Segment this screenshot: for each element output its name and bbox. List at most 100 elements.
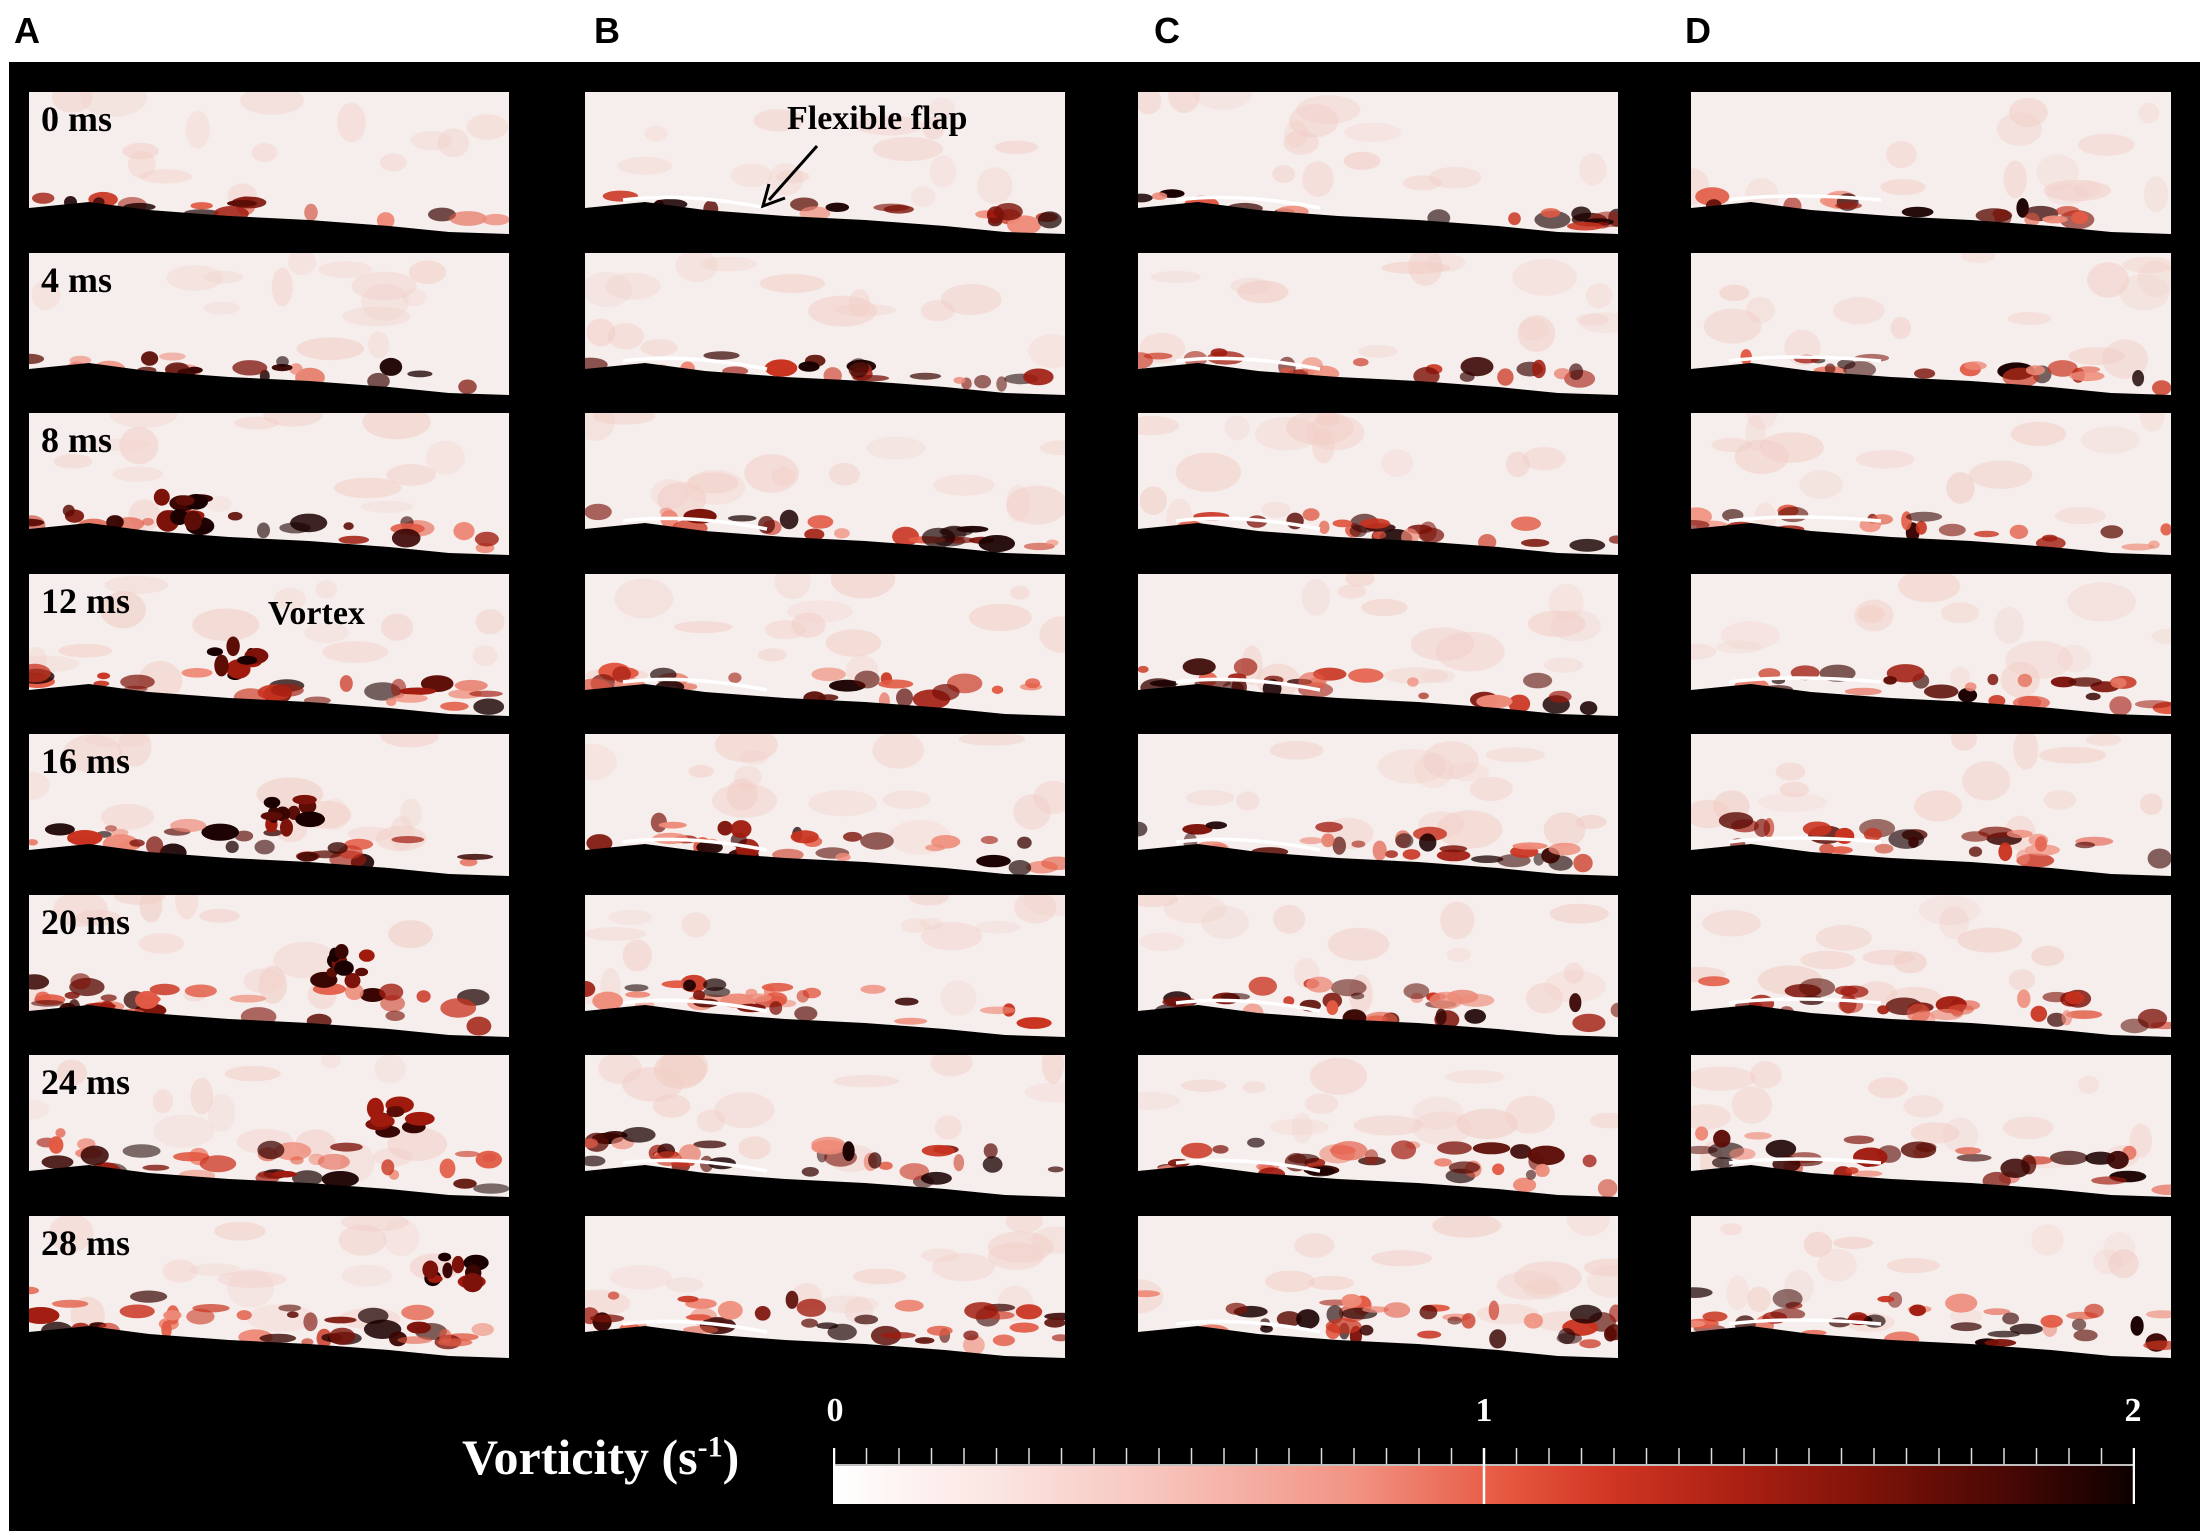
- vorticity-field: [585, 1055, 1065, 1203]
- vorticity-frame: [1691, 734, 2171, 882]
- colorbar-tick-2: 2: [2124, 1392, 2142, 1429]
- vorticity-frame: [585, 413, 1065, 561]
- time-label: 28 ms: [41, 1222, 130, 1263]
- vorticity-frame: [1138, 894, 1618, 1043]
- column-label-d: D: [1685, 10, 1711, 51]
- time-label: 16 ms: [41, 741, 130, 781]
- flexible-flap: [622, 356, 768, 371]
- flexible-flap: [1175, 837, 1321, 852]
- colorbar-title: Vorticity (s-1): [462, 1429, 740, 1485]
- vorticity-field: [1138, 1215, 1618, 1364]
- vorticity-frame: [1138, 413, 1618, 561]
- vorticity-frame: [585, 573, 1065, 722]
- flexible-flap: [1728, 996, 1882, 1005]
- vorticity-field: [1138, 1055, 1618, 1203]
- time-label: 24 ms: [41, 1062, 130, 1102]
- vorticity-frame: [1138, 1215, 1618, 1364]
- vorticity-field: [1691, 1055, 2171, 1203]
- vorticity-frame: [1691, 573, 2171, 722]
- flexible-flap: [1728, 354, 1882, 363]
- vorticity-field: [585, 734, 1065, 882]
- vorticity-frame: 28 ms: [29, 1215, 509, 1364]
- vorticity-frame: [1138, 92, 1618, 240]
- vorticity-field: [1138, 734, 1618, 882]
- vorticity-frame: [585, 252, 1065, 401]
- vorticity-field: [1138, 413, 1618, 561]
- vorticity-field: [29, 734, 509, 882]
- vorticity-frame: [585, 1215, 1065, 1364]
- vorticity-frame: [1691, 1055, 2171, 1203]
- vorticity-field: [585, 92, 1065, 240]
- vorticity-field: [1691, 413, 2171, 561]
- vorticity-field: [585, 252, 1065, 401]
- vorticity-field: [29, 92, 509, 240]
- flexible-flap: [1175, 516, 1321, 531]
- vorticity-field: [29, 573, 509, 722]
- vorticity-field: [585, 573, 1065, 722]
- time-label: 0 ms: [41, 99, 112, 139]
- flexible-flap: [1728, 515, 1882, 523]
- vortex-label: Vortex: [268, 595, 365, 632]
- column-label-a: A: [14, 10, 40, 51]
- vorticity-field: [1138, 894, 1618, 1043]
- flexible-flap: [1175, 1319, 1321, 1334]
- vorticity-frame: 8 ms: [29, 413, 509, 561]
- flexible-flap: [622, 837, 768, 852]
- flexible-flap: [622, 1158, 768, 1173]
- vorticity-frame: [1691, 92, 2171, 240]
- vorticity-frame: [1138, 252, 1618, 401]
- vorticity-field: [1138, 573, 1618, 722]
- flexible-flap: [1175, 195, 1321, 210]
- vorticity-field: [585, 413, 1065, 561]
- flexible-flap: [1175, 1158, 1321, 1173]
- vorticity-field: [1691, 92, 2171, 240]
- time-label: 4 ms: [41, 259, 112, 300]
- vorticity-field: [1691, 573, 2171, 722]
- vorticity-frame: [1138, 573, 1618, 722]
- vorticity-frame: [585, 1055, 1065, 1203]
- vorticity-frame: [585, 734, 1065, 882]
- vorticity-field: [29, 894, 509, 1043]
- time-label: 20 ms: [41, 901, 130, 942]
- vorticity-field: [29, 252, 509, 401]
- vorticity-field: [1691, 1215, 2171, 1364]
- vorticity-field: [1691, 894, 2171, 1043]
- vorticity-field: [1138, 252, 1618, 401]
- flexible-flap: [622, 195, 768, 210]
- vorticity-field: [29, 413, 509, 561]
- flexible-flap: [1728, 1317, 1882, 1326]
- vorticity-field: [1691, 252, 2171, 401]
- vorticity-frame: 12 ms: [29, 573, 509, 722]
- vorticity-frame: [1138, 1055, 1618, 1203]
- flexible-flap-label: Flexible flap: [787, 100, 968, 137]
- time-label: 12 ms: [41, 580, 130, 621]
- vorticity-frame: [1691, 894, 2171, 1043]
- flexible-flap: [1175, 677, 1321, 692]
- vorticity-frame: [585, 894, 1065, 1043]
- vorticity-frame: [585, 92, 1065, 240]
- flexible-flap: [1728, 194, 1882, 202]
- flexible-flap: [622, 1319, 768, 1334]
- vorticity-frame: 20 ms: [29, 894, 509, 1043]
- column-label-c: C: [1154, 10, 1180, 51]
- flexible-flap: [622, 677, 768, 692]
- column-label-b: B: [594, 10, 620, 51]
- vorticity-field: [585, 894, 1065, 1043]
- vorticity-frame: [1691, 1215, 2171, 1364]
- vorticity-frame: 16 ms: [29, 734, 509, 882]
- vorticity-frame: [1691, 252, 2171, 401]
- flexible-flap: [1728, 1157, 1882, 1165]
- flexible-flap: [1175, 998, 1321, 1013]
- colorbar-tick-0: 0: [826, 1392, 844, 1429]
- vorticity-frame: [1138, 734, 1618, 882]
- flexible-flap: [622, 516, 768, 531]
- flexible-flap: [622, 998, 768, 1013]
- flexible-flap-arrow: [760, 145, 819, 209]
- colorbar-ticks: [833, 1448, 2135, 1504]
- vorticity-field: [1138, 92, 1618, 240]
- vorticity-field: [29, 1055, 509, 1203]
- flexible-flap: [1728, 675, 1882, 684]
- vorticity-field: [585, 1215, 1065, 1364]
- vorticity-frame: 0 ms: [29, 92, 509, 240]
- colorbar-tick-1: 1: [1475, 1392, 1493, 1429]
